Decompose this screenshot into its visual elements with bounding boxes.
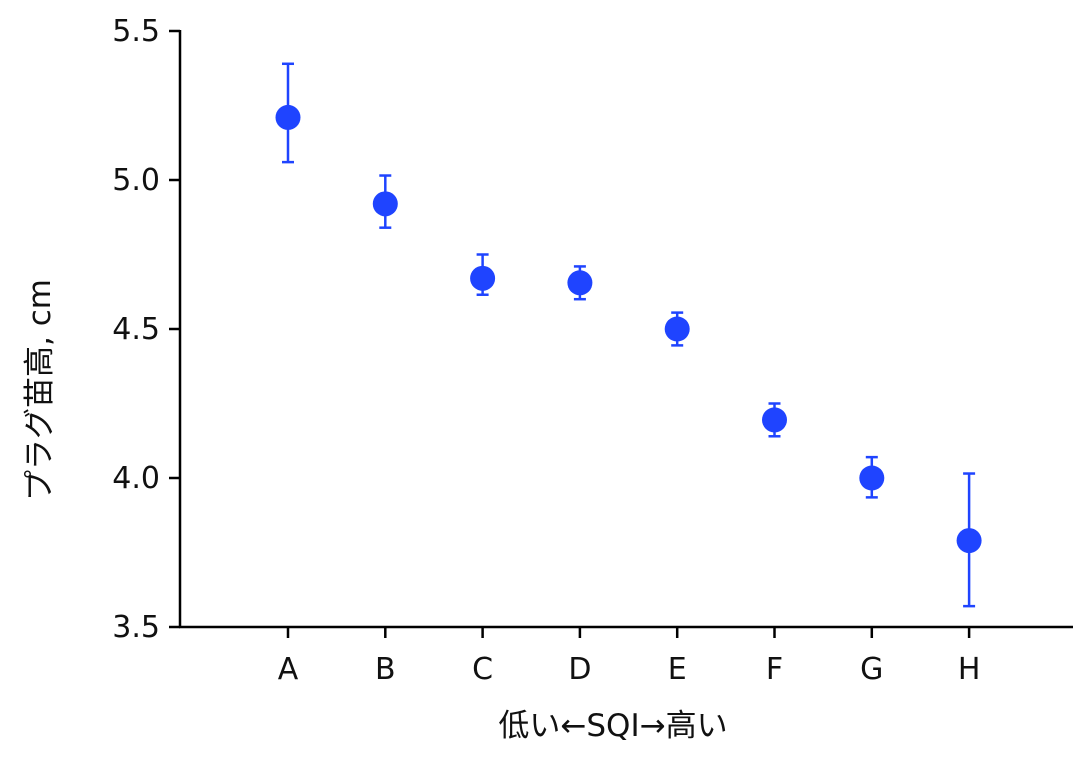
y-tick-label: 4.0 <box>112 461 160 496</box>
data-point <box>762 407 787 433</box>
x-tick-label: G <box>860 652 883 687</box>
y-tick-label: 5.5 <box>112 14 160 49</box>
data-point <box>567 270 593 296</box>
data-point <box>470 265 496 291</box>
y-axis-label: プラグ苗高, cm <box>22 279 58 501</box>
y-tick-label: 3.5 <box>112 610 160 645</box>
y-tick-label: 4.5 <box>112 312 160 347</box>
error-bars <box>282 62 976 608</box>
y-tick-label: 5.0 <box>112 163 160 198</box>
axes <box>178 30 1073 629</box>
y-axis-ticks: 3.5 4.0 4.5 5.0 5.5 <box>112 14 180 645</box>
data-point <box>859 465 885 491</box>
x-tick-label: E <box>668 652 687 687</box>
x-tick-label: D <box>568 652 591 687</box>
x-tick-label: H <box>958 652 981 687</box>
x-tick-label: C <box>472 652 493 687</box>
data-point <box>372 191 398 217</box>
data-points <box>275 104 982 554</box>
x-axis-ticks: A B C D E F G H <box>278 627 981 687</box>
x-tick-label: B <box>375 652 396 687</box>
data-point <box>664 316 690 342</box>
data-point <box>956 528 982 554</box>
data-point <box>275 104 301 130</box>
x-tick-label: A <box>278 652 299 687</box>
x-tick-label: F <box>766 652 783 687</box>
x-axis-label: 低い←SQI→高い <box>498 708 727 744</box>
